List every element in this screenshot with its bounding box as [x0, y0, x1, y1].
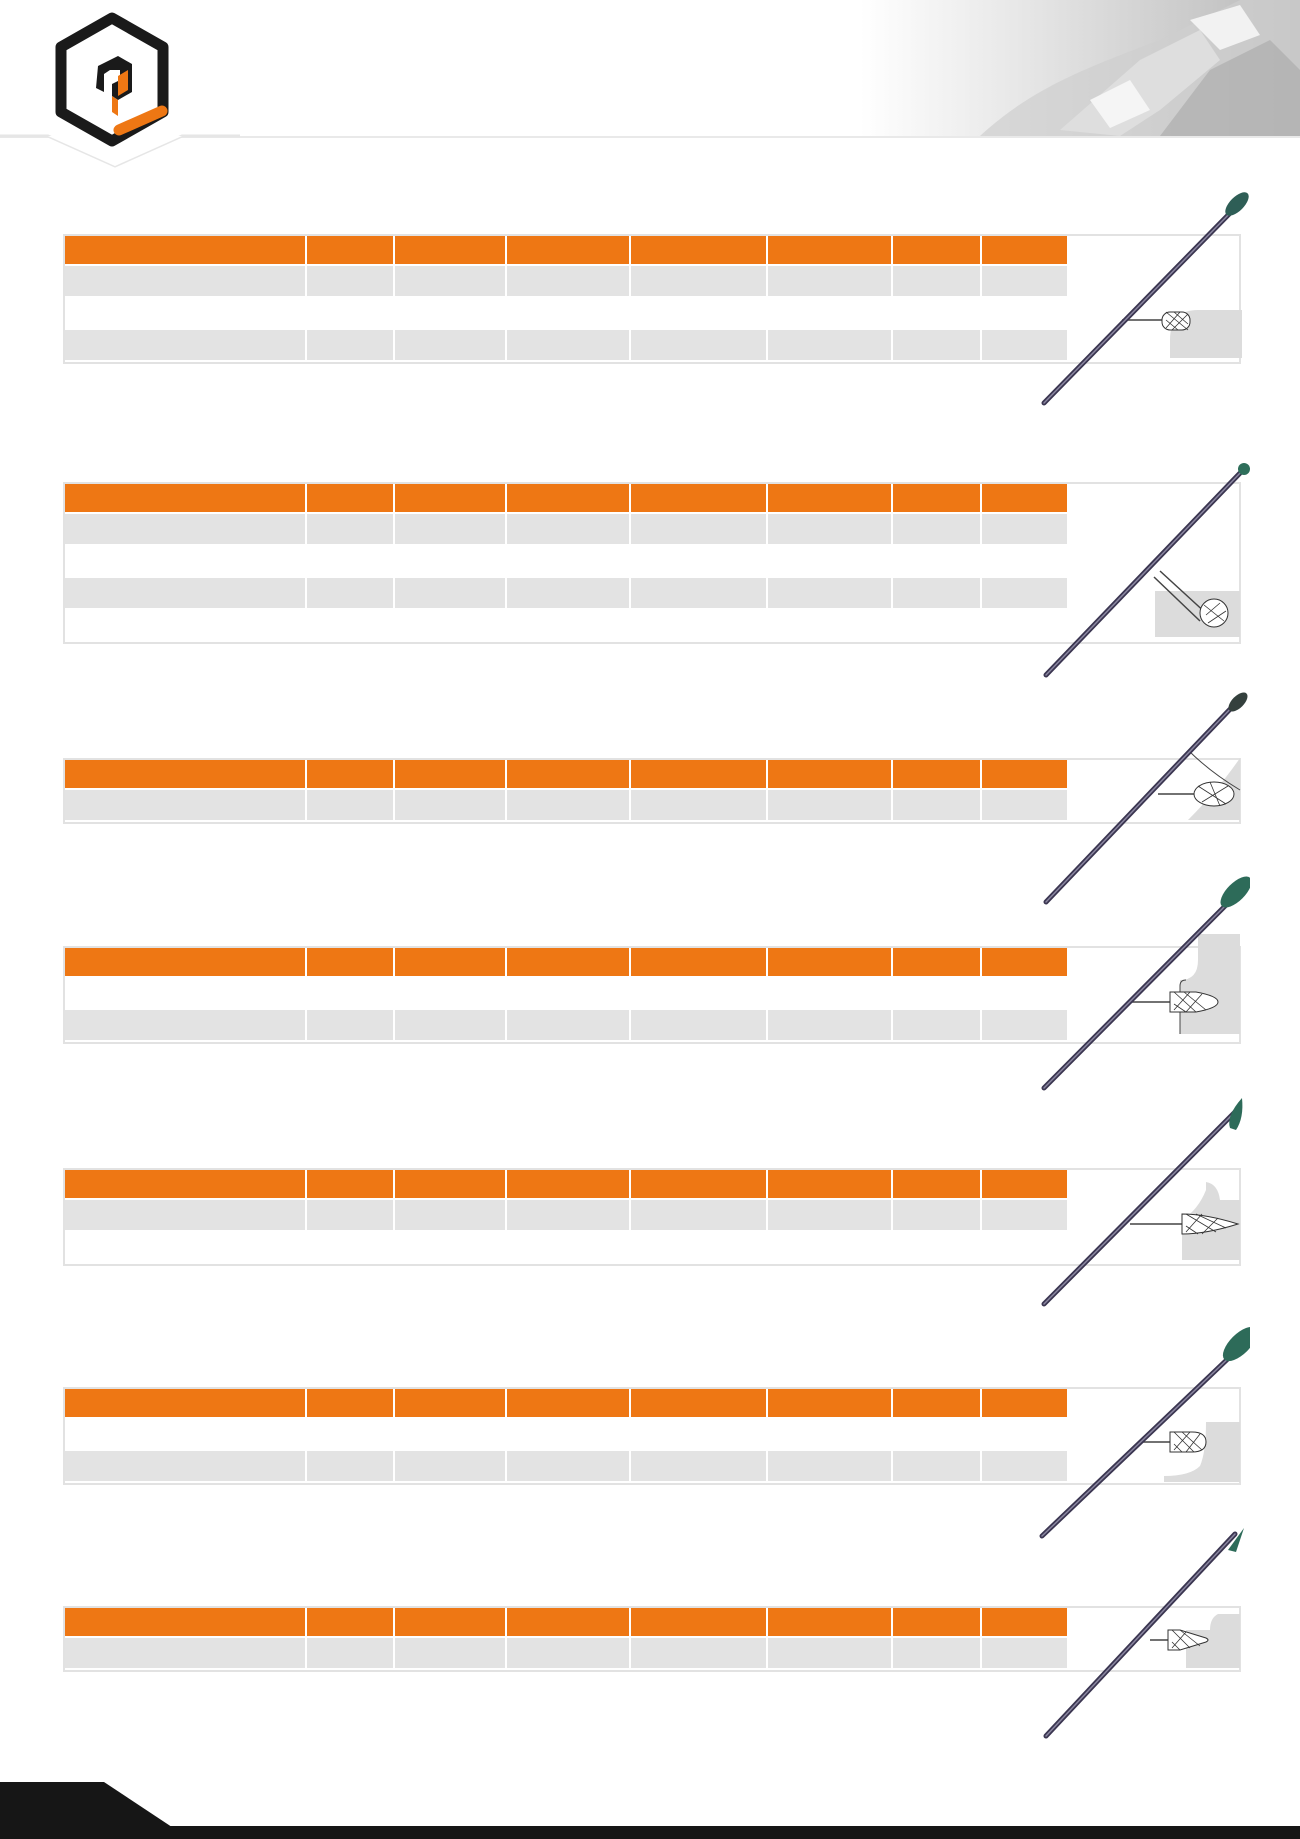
footer-bar — [0, 1826, 1300, 1839]
carbide-burr-photo — [860, 0, 1300, 136]
table-header-row — [65, 1608, 1067, 1638]
table-header-row — [65, 948, 1067, 978]
table-row — [65, 1450, 1067, 1483]
table-row — [65, 1418, 1067, 1451]
table-row — [65, 1637, 1067, 1670]
table-row — [65, 1199, 1067, 1232]
product-table-7 — [63, 1606, 1241, 1672]
table-row — [65, 329, 1067, 362]
table-row — [65, 1009, 1067, 1042]
product-table-4 — [63, 946, 1241, 1044]
table-row — [65, 1231, 1067, 1264]
table-row — [65, 545, 1067, 578]
table-row — [65, 977, 1067, 1010]
table-header-row — [65, 760, 1067, 790]
table-header-row — [65, 484, 1067, 514]
table-header-row — [65, 1389, 1067, 1419]
product-table-1 — [63, 234, 1241, 364]
table-row — [65, 513, 1067, 546]
page-header — [0, 0, 1300, 138]
table-row — [65, 297, 1067, 330]
hexagon-bracket-logo — [0, 12, 240, 168]
product-table-2 — [63, 482, 1241, 644]
table-row — [65, 265, 1067, 298]
product-table-6 — [63, 1387, 1241, 1485]
table-row — [65, 789, 1067, 822]
footer-wedge — [0, 1782, 190, 1839]
table-header-row — [65, 1170, 1067, 1200]
product-table-3 — [63, 758, 1241, 824]
table-row — [65, 577, 1067, 610]
table-header-row — [65, 236, 1067, 266]
table-row — [65, 609, 1067, 642]
product-table-5 — [63, 1168, 1241, 1266]
